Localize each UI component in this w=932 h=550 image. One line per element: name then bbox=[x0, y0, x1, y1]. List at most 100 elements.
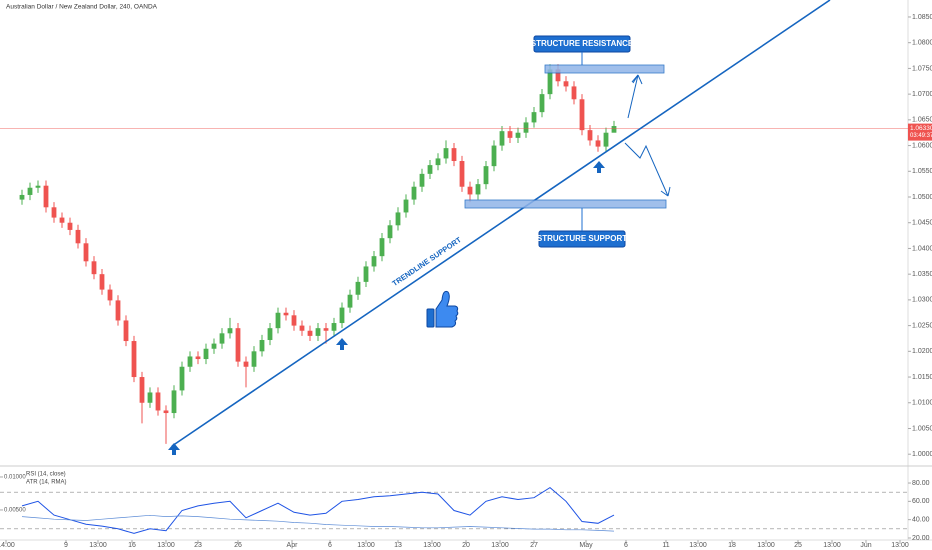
x-tick-label: 16 bbox=[128, 542, 136, 549]
candle-body bbox=[27, 187, 33, 195]
y2-tick-label: 0.00500 bbox=[4, 508, 26, 514]
arrow-head bbox=[632, 74, 643, 85]
x-tick-label: 13:00 bbox=[157, 542, 175, 549]
candle-body bbox=[507, 131, 513, 138]
candle-body bbox=[571, 86, 577, 100]
x-tick-label: 18 bbox=[728, 542, 736, 549]
candle-body bbox=[43, 185, 49, 208]
x-tick-label: 13:00 bbox=[757, 542, 775, 549]
candle-body bbox=[19, 194, 25, 200]
candle-body bbox=[595, 140, 601, 147]
candle-body bbox=[403, 199, 409, 213]
candle-body bbox=[355, 281, 361, 295]
y-tick-label: 60.00 bbox=[912, 498, 930, 505]
legend-entry: ATR (14, RMA) bbox=[26, 480, 67, 486]
candle-body bbox=[531, 112, 537, 123]
candle-body bbox=[307, 330, 313, 336]
y-tick-label: 1.02500 bbox=[912, 322, 932, 329]
candle-body bbox=[67, 222, 73, 230]
candle-body bbox=[379, 238, 385, 257]
candle-body bbox=[275, 312, 281, 329]
y-tick-label: 1.00000 bbox=[912, 451, 932, 458]
y-tick-label: 1.04500 bbox=[912, 220, 932, 227]
candle-body bbox=[419, 173, 425, 187]
candle-body bbox=[579, 99, 585, 131]
candle-body bbox=[107, 289, 113, 301]
y2-tick-label: 0.01000 bbox=[4, 475, 26, 481]
candle-body bbox=[195, 356, 201, 360]
y-tick-label: 1.03000 bbox=[912, 297, 932, 304]
x-tick-label: Apr bbox=[287, 542, 299, 549]
x-tick-label: 20 bbox=[462, 542, 470, 549]
candle-body bbox=[387, 225, 393, 239]
candle-body bbox=[547, 69, 553, 95]
y-tick-label: 20.00 bbox=[912, 535, 930, 542]
arrow-marker bbox=[168, 443, 180, 455]
x-tick-label: 13:00 bbox=[357, 542, 375, 549]
candle-body bbox=[163, 410, 169, 414]
candle-body bbox=[291, 315, 297, 326]
candle-body bbox=[483, 166, 489, 185]
chart-title: Australian Dollar / New Zealand Dollar, … bbox=[6, 4, 158, 11]
candle-body bbox=[563, 81, 569, 87]
candle-body bbox=[171, 390, 177, 414]
y-tick-label: 1.01500 bbox=[912, 374, 932, 381]
x-tick-label: 25 bbox=[794, 542, 802, 549]
candle-body bbox=[339, 307, 345, 324]
x-tick-label: 13:00 bbox=[423, 542, 441, 549]
candle-body bbox=[75, 229, 81, 244]
candle-body bbox=[395, 212, 401, 226]
y-tick-label: 1.06500 bbox=[912, 117, 932, 124]
x-tick-label: 14:00 bbox=[0, 542, 15, 549]
y-tick-label: 1.07000 bbox=[912, 91, 932, 98]
arrow-marker bbox=[593, 161, 605, 173]
candle-body bbox=[51, 207, 57, 218]
candle-body bbox=[523, 122, 529, 133]
candle-body bbox=[443, 148, 449, 159]
candle-body bbox=[131, 341, 137, 378]
y-tick-label: 1.08500 bbox=[912, 14, 932, 21]
candle-body bbox=[331, 323, 337, 331]
candle-body bbox=[91, 261, 97, 275]
candle-body bbox=[83, 243, 89, 262]
candle-body bbox=[187, 356, 193, 367]
x-tick-label: May bbox=[579, 542, 593, 549]
x-tick-label: 27 bbox=[530, 542, 538, 549]
y-tick-label: 1.02000 bbox=[912, 348, 932, 355]
candle-body bbox=[211, 343, 217, 349]
indicator-pane: 80.00 60.00 40.00 20.00 0.01000 0.00500 RSI (1… bbox=[0, 472, 930, 542]
y-tick-label: 40.00 bbox=[912, 517, 930, 524]
candle-body bbox=[451, 148, 457, 162]
candle-body bbox=[315, 328, 321, 336]
x-tick-label: 13 bbox=[394, 542, 402, 549]
candle-body bbox=[299, 325, 305, 331]
candle-body bbox=[515, 132, 521, 138]
candle-body bbox=[323, 328, 329, 331]
candle-body bbox=[411, 186, 417, 200]
y-tick-label: 1.01000 bbox=[912, 400, 932, 407]
arrow-marker bbox=[336, 338, 348, 350]
candle-body bbox=[539, 94, 545, 113]
y-tick-label: 1.00500 bbox=[912, 425, 932, 432]
candle-body bbox=[35, 185, 41, 188]
candle-body bbox=[459, 161, 465, 187]
resistance-zone bbox=[544, 64, 665, 74]
candle-body bbox=[499, 131, 505, 146]
y-tick-label: 1.08000 bbox=[912, 40, 932, 47]
candle-body bbox=[611, 126, 617, 133]
candle-body bbox=[467, 186, 473, 195]
candle-body bbox=[491, 145, 497, 167]
candle-body bbox=[603, 132, 609, 147]
candle-body bbox=[555, 69, 561, 82]
y-tick-label: 1.06000 bbox=[912, 142, 932, 149]
candle-body bbox=[347, 294, 353, 308]
x-tick-label: 13:00 bbox=[823, 542, 841, 549]
candle-body bbox=[475, 184, 481, 195]
annotation: STRUCTURE RESISTANCE bbox=[531, 39, 634, 48]
support-arrows bbox=[168, 161, 605, 455]
candle-body bbox=[59, 217, 65, 223]
candle-body bbox=[203, 348, 209, 360]
candle-body bbox=[435, 158, 441, 166]
